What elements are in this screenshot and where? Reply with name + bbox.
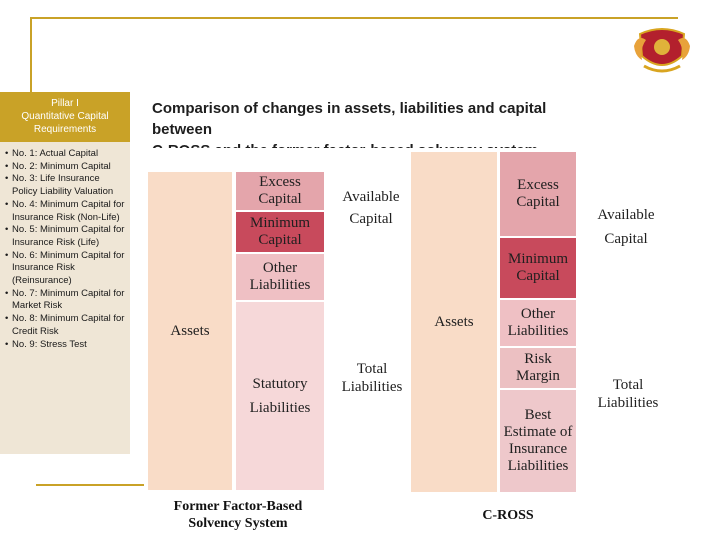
frame-line-top	[30, 17, 678, 19]
sidebar-item: No. 7: Minimum Capital for Market Risk	[5, 288, 126, 313]
label-line: Capital	[604, 231, 648, 247]
cell-line: Margin	[516, 368, 560, 384]
cell-line: Insurance	[508, 441, 568, 457]
cell-line: Other	[262, 260, 298, 276]
label-line: Liabilities	[341, 379, 403, 395]
cell-line: Liabilities	[249, 277, 311, 293]
cell-line: Excess	[517, 177, 559, 193]
sidebar-item: No. 1: Actual Capital	[5, 148, 126, 161]
left-assets-block: Assets	[148, 172, 232, 490]
comparison-figure: Assets Excess Capital Minimum Capital Ot…	[148, 150, 704, 540]
cell-line: Capital	[516, 194, 560, 210]
right-best-estimate-block: Best Estimate of Insurance Liabilities	[500, 390, 576, 492]
sidebar-header-line: Quantitative Capital	[21, 111, 109, 122]
caption-line: Former Factor-Based	[173, 499, 303, 514]
right-available-capital-label: Available Capital	[588, 206, 664, 248]
sidebar-item: No. 8: Minimum Capital for Credit Risk	[5, 313, 126, 338]
label-line: Total	[612, 377, 644, 393]
left-available-capital-label: Available Capital	[334, 188, 408, 228]
frame-line-left	[30, 17, 32, 93]
cell-line: Capital	[258, 232, 302, 248]
right-assets-block: Assets	[411, 152, 497, 492]
cell-line: Best	[524, 407, 552, 423]
left-total-liabilities-label: Total Liabilities	[332, 360, 412, 396]
cell-line: Minimum	[249, 215, 310, 231]
sidebar-panel: Pillar I Quantitative Capital Requiremen…	[0, 92, 130, 454]
left-other-liabilities-block: Other Liabilities	[236, 254, 324, 300]
frame-line-bottom-left	[36, 484, 144, 486]
cell-line: Capital	[258, 191, 302, 207]
sidebar-item: No. 9: Stress Test	[5, 339, 126, 352]
slide-title: Comparison of changes in assets, liabili…	[152, 98, 572, 148]
cell-line: Liabilities	[507, 458, 569, 474]
caption-line: C-ROSS	[482, 508, 534, 523]
title-line-3: C-ROSS and the former factor-based solve…	[152, 140, 572, 148]
university-crest-logo	[632, 26, 692, 76]
cell-line: Liabilities	[507, 323, 569, 339]
sidebar-item: No. 3: Life Insurance Policy Liability V…	[5, 173, 126, 198]
label-line: Available	[597, 207, 655, 223]
title-line-2: between	[152, 121, 213, 138]
title-line-1: Comparison of changes in assets, liabili…	[152, 100, 547, 117]
sidebar-list: No. 1: Actual Capital No. 2: Minimum Cap…	[0, 142, 130, 351]
cell-line: Capital	[516, 268, 560, 284]
caption-line: Solvency System	[188, 516, 288, 531]
cell-line: Risk	[524, 351, 552, 367]
sidebar-item: No. 5: Minimum Capital for Insurance Ris…	[5, 224, 126, 249]
label-line: Liabilities	[597, 395, 659, 411]
right-minimum-capital-block: Minimum Capital	[500, 238, 576, 298]
right-excess-capital-block: Excess Capital	[500, 152, 576, 236]
cell-line: Liabilities	[249, 399, 311, 416]
cell-line: Minimum	[507, 251, 568, 267]
cell-line: Estimate of	[503, 424, 573, 440]
sidebar-header: Pillar I Quantitative Capital Requiremen…	[0, 92, 130, 142]
label-line: Capital	[349, 211, 393, 227]
right-assets-label: Assets	[434, 313, 474, 330]
left-minimum-capital-block: Minimum Capital	[236, 212, 324, 252]
sidebar-header-line: Requirements	[33, 124, 97, 135]
label-line: Available	[342, 189, 400, 205]
sidebar-header-line: Pillar I	[51, 98, 79, 109]
left-caption: Former Factor-Based Solvency System	[150, 498, 326, 532]
cell-line: Statutory	[252, 375, 308, 392]
label-line: Total	[356, 361, 388, 377]
sidebar-item: No. 4: Minimum Capital for Insurance Ris…	[5, 199, 126, 224]
left-excess-capital-block: Excess Capital	[236, 172, 324, 210]
left-statutory-liabilities-block: Statutory Liabilities	[236, 302, 324, 490]
left-assets-label: Assets	[170, 322, 210, 339]
sidebar-item: No. 2: Minimum Capital	[5, 161, 126, 174]
right-total-liabilities-label: Total Liabilities	[590, 376, 666, 412]
right-other-liabilities-block: Other Liabilities	[500, 300, 576, 346]
cell-line: Excess	[259, 174, 301, 190]
cell-line: Other	[520, 306, 556, 322]
right-caption: C-ROSS	[448, 507, 568, 524]
right-risk-margin-block: Risk Margin	[500, 348, 576, 388]
sidebar-item: No. 6: Minimum Capital for Insurance Ris…	[5, 250, 126, 288]
